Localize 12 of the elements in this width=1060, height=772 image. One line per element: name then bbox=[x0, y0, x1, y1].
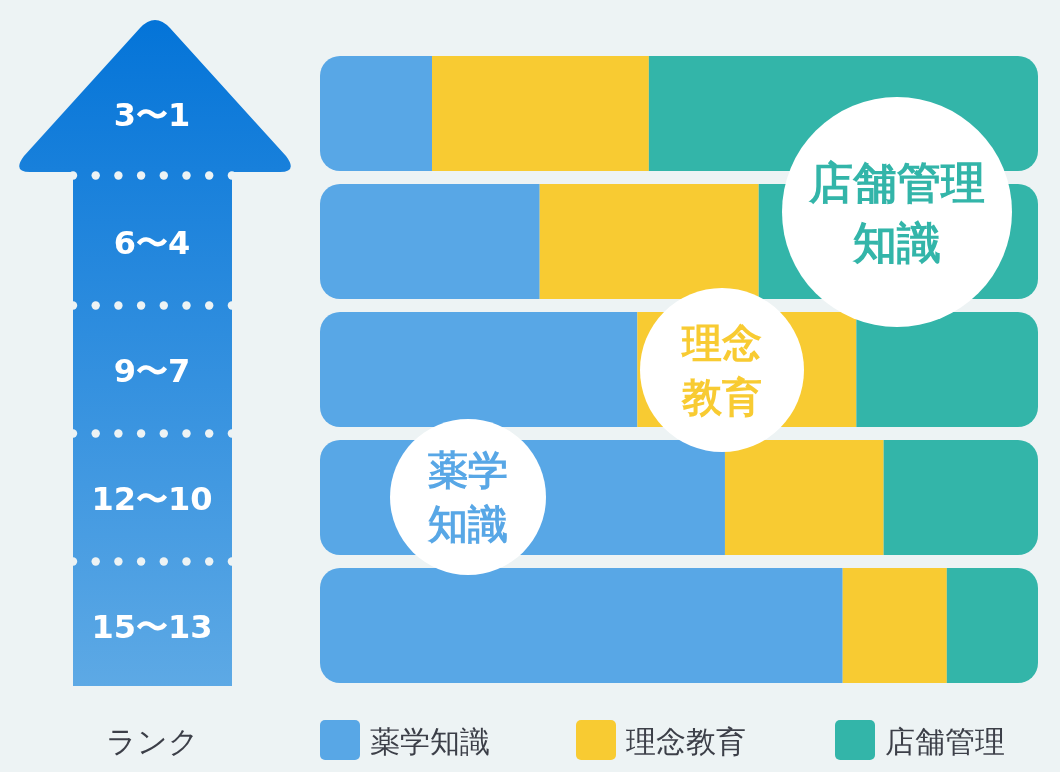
y-tick-label: 6〜4 bbox=[113, 223, 191, 262]
annotation: 薬学知識 bbox=[427, 447, 508, 548]
y-tick-label: 9〜7 bbox=[113, 351, 191, 390]
y-axis-title: ランク bbox=[105, 724, 199, 759]
legend-label: 薬学知識 bbox=[370, 724, 490, 759]
y-tick-label: 3〜1 bbox=[113, 95, 191, 134]
legend-label: 理念教育 bbox=[626, 724, 746, 759]
legend-label: 店舗管理 bbox=[885, 724, 1005, 759]
y-tick-label: 15〜13 bbox=[91, 607, 213, 646]
annotation: 理念教育 bbox=[681, 320, 762, 421]
annotation: 店舗管理知識 bbox=[808, 157, 985, 268]
y-tick-label: 12〜10 bbox=[91, 479, 213, 518]
